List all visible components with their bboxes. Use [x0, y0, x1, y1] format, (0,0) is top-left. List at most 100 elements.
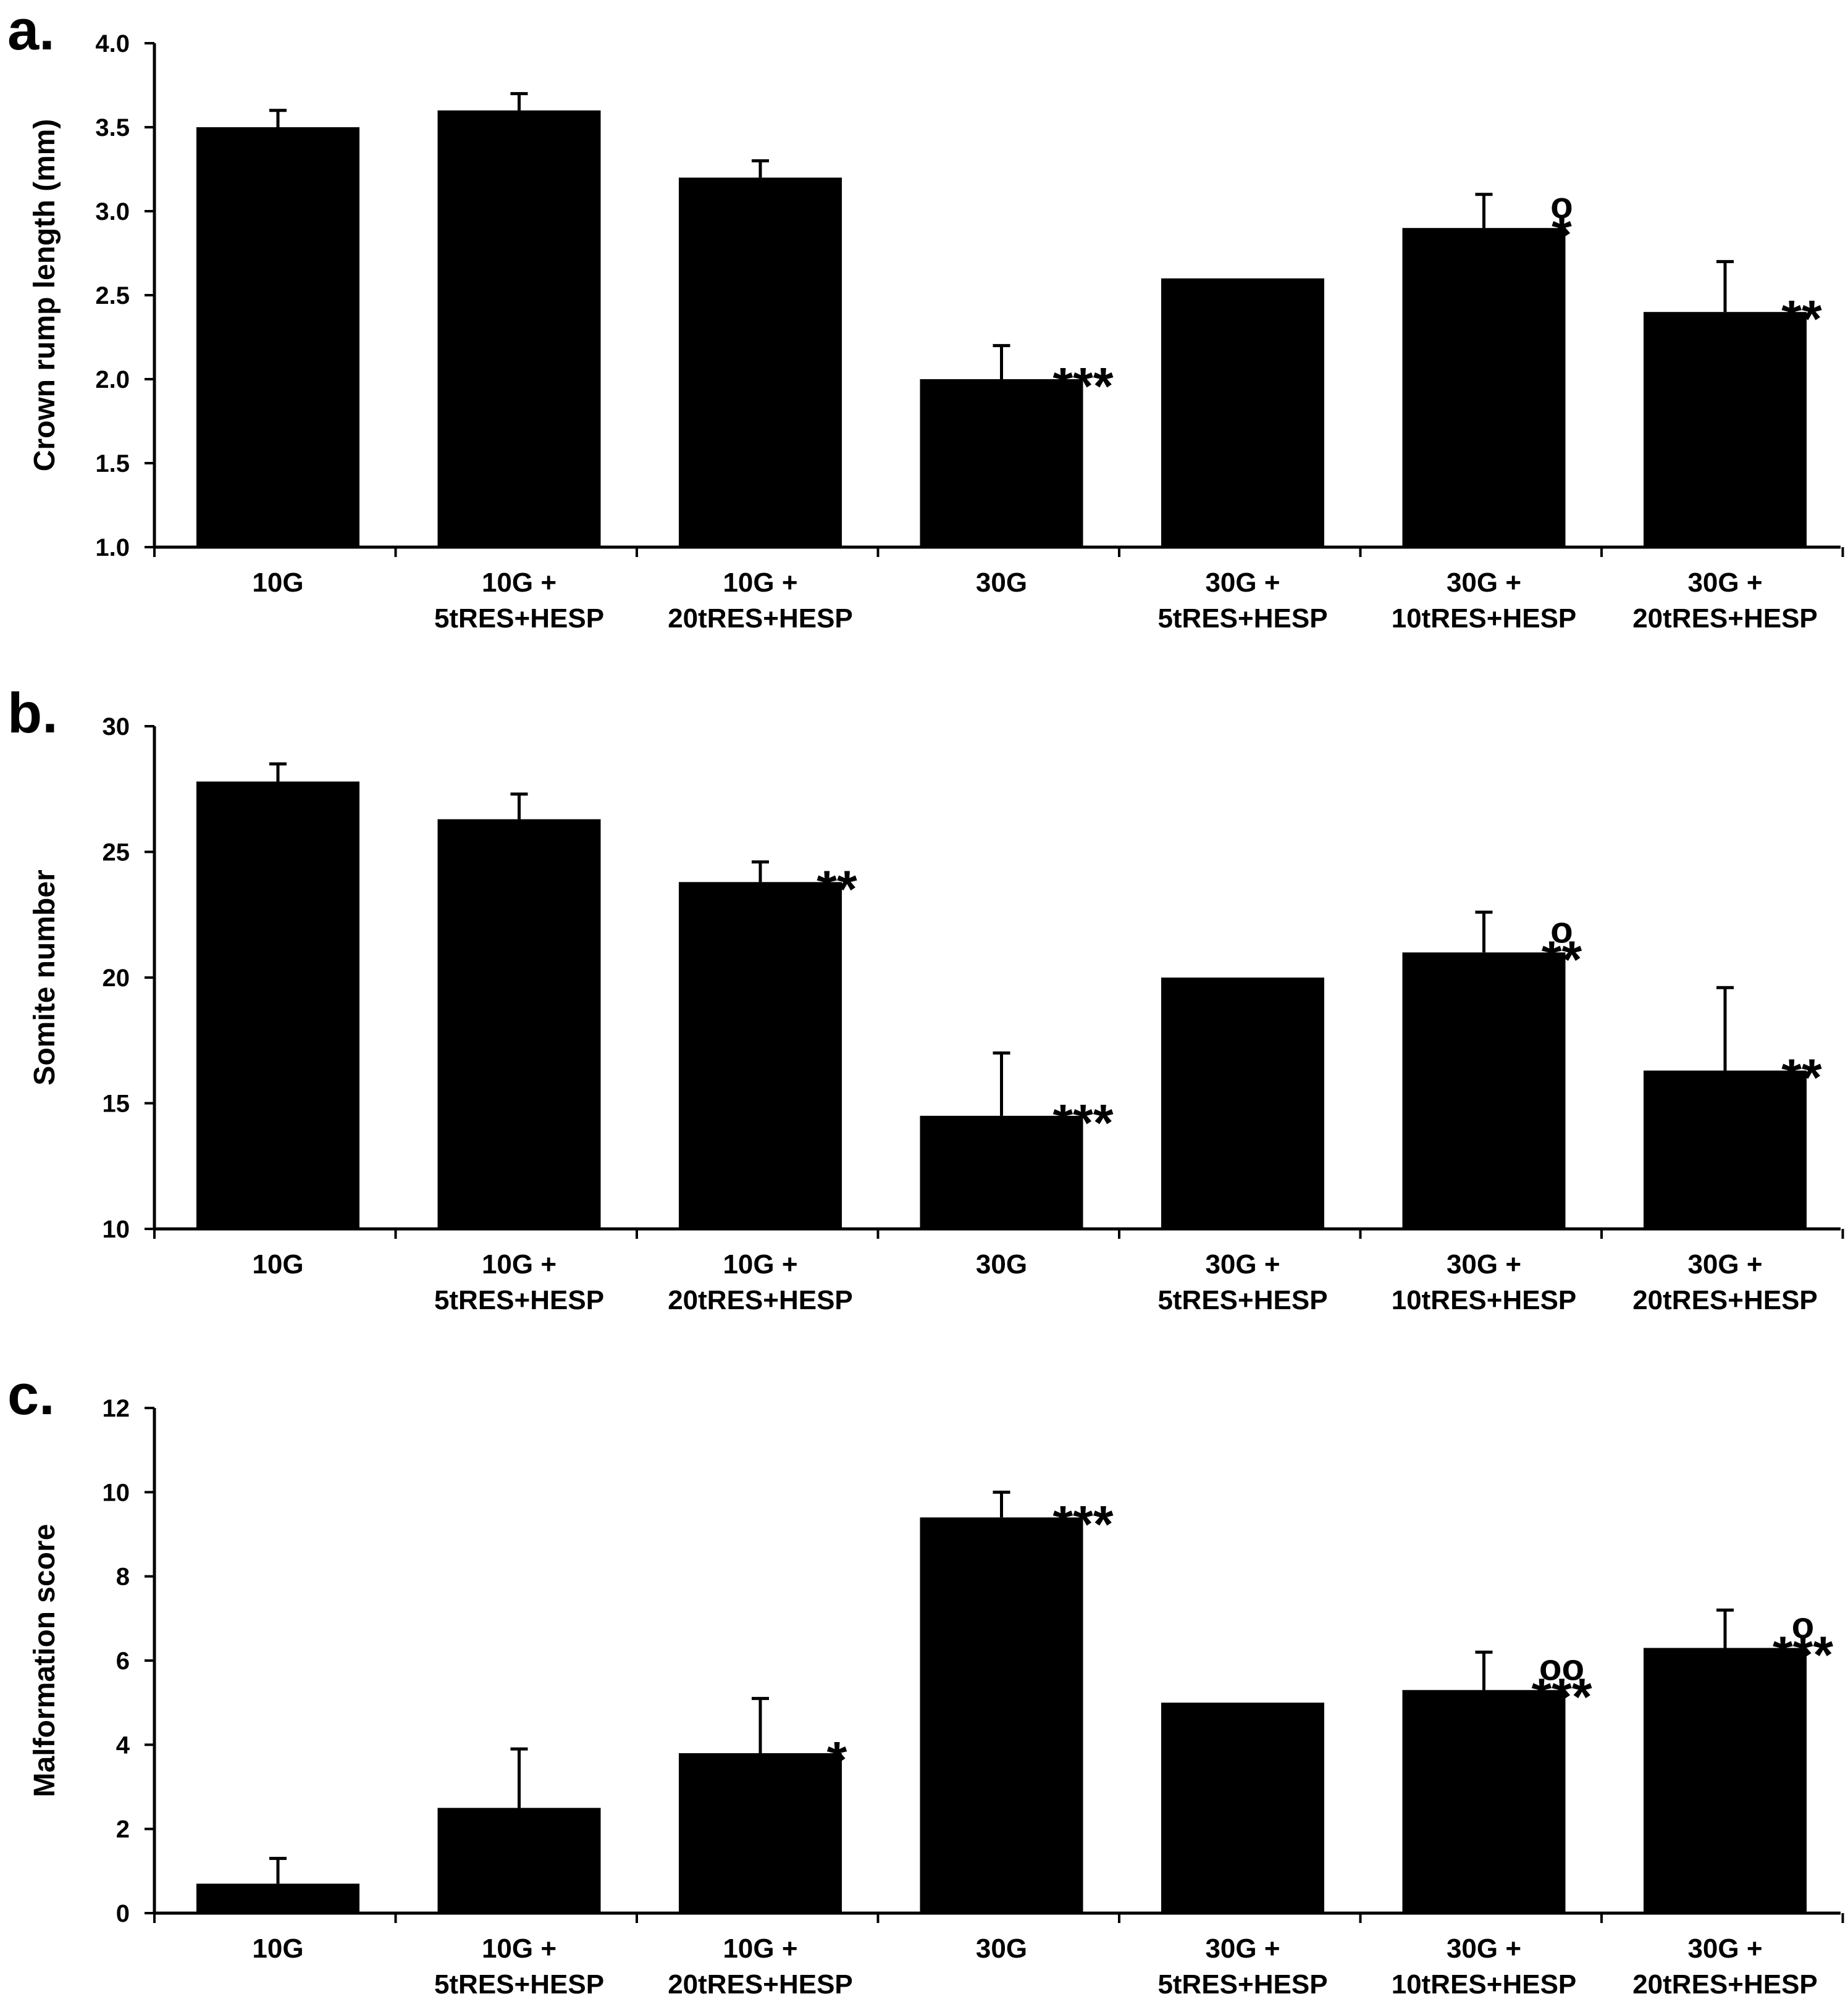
chart-panel-2: b. Somite number 10 15 20 25 30 10G 10G + 5tRES+H… [7, 682, 1844, 1315]
bar [1402, 1690, 1566, 1913]
y-tick-label: 10 [103, 1479, 130, 1506]
y-tick-label: 4.0 [95, 30, 130, 57]
bar [920, 1517, 1083, 1913]
x-tick-label: 10G [252, 1249, 303, 1280]
bar [196, 127, 359, 547]
significance-label: * [827, 1731, 847, 1789]
x-tick-label: 30G [976, 568, 1027, 598]
x-tick-label: 20tRES+HESP [668, 1969, 853, 2000]
y-tick-label: 2.5 [95, 282, 130, 309]
significance-label: *** [1773, 1626, 1833, 1684]
bar [1161, 978, 1324, 1229]
x-tick-label: 10G + [723, 1249, 797, 1280]
significance-label: *** [1531, 1668, 1592, 1726]
significance-label: *** [1052, 1495, 1113, 1553]
x-tick-label: 10tRES+HESP [1392, 1285, 1577, 1315]
x-tick-label: 20tRES+HESP [1632, 1969, 1818, 2000]
x-tick-label: 30G [976, 1934, 1027, 1964]
y-tick-label: 1.5 [95, 450, 130, 477]
significance-label: ** [1781, 290, 1822, 348]
y-tick-label: 8 [116, 1564, 130, 1591]
bar [920, 379, 1083, 547]
significance-label: *** [1052, 1094, 1113, 1152]
x-tick-label: 5tRES+HESP [1157, 1285, 1327, 1315]
x-tick-label: 30G [976, 1249, 1027, 1280]
bar [1402, 952, 1566, 1229]
x-tick-label: 5tRES+HESP [434, 603, 604, 634]
bar [679, 1753, 842, 1913]
y-tick-label: 2 [116, 1816, 130, 1843]
bar [1402, 228, 1566, 547]
panel-letter: a. [7, 0, 55, 62]
significance-label: ** [1781, 1049, 1822, 1107]
x-tick-label: 5tRES+HESP [1157, 603, 1327, 634]
bar [679, 177, 842, 548]
x-tick-label: 30G + [1447, 1249, 1521, 1280]
bar [1644, 1070, 1807, 1229]
x-tick-label: 10G [252, 1934, 303, 1964]
comparison-label: o [1792, 1605, 1815, 1646]
x-tick-label: 10G [252, 568, 303, 598]
x-tick-label: 30G + [1687, 568, 1762, 598]
x-tick-label: 10tRES+HESP [1392, 1969, 1577, 2000]
x-tick-label: 10G + [482, 1249, 556, 1280]
y-tick-label: 0 [116, 1900, 130, 1927]
x-tick-label: 5tRES+HESP [434, 1969, 604, 2000]
significance-label: *** [1052, 357, 1113, 415]
bar [1644, 312, 1807, 547]
x-tick-label: 30G + [1205, 1934, 1280, 1964]
comparison-label: o [1550, 185, 1573, 226]
chart-panel-3: c. Malformation score 0 2 4 6 8 10 12 10G 10G + 5tR… [7, 1364, 1844, 2000]
y-tick-label: 6 [116, 1648, 130, 1675]
y-tick-label: 12 [103, 1395, 130, 1422]
x-tick-label: 10G + [723, 1934, 797, 1964]
x-tick-label: 20tRES+HESP [668, 1285, 853, 1315]
y-tick-label: 30 [103, 713, 130, 740]
comparison-label: oo [1539, 1647, 1584, 1688]
y-tick-label: 15 [103, 1091, 130, 1118]
bar [437, 1808, 601, 1913]
bar [196, 781, 359, 1229]
x-tick-label: 5tRES+HESP [1157, 1969, 1327, 2000]
bar [1161, 278, 1324, 547]
x-tick-label: 10G + [482, 1934, 556, 1964]
bar [920, 1115, 1083, 1229]
bar [437, 819, 601, 1229]
y-tick-label: 25 [103, 839, 130, 866]
x-tick-label: 10tRES+HESP [1392, 603, 1577, 634]
y-tick-label: 3.0 [95, 198, 130, 225]
y-tick-label: 1.0 [95, 534, 130, 561]
x-tick-label: 30G + [1687, 1934, 1762, 1964]
significance-label: ** [1542, 930, 1582, 988]
y-axis-title: Malformation score [28, 1524, 61, 1798]
y-axis-title: Somite number [28, 869, 61, 1085]
x-tick-label: 20tRES+HESP [1632, 603, 1818, 634]
bar [196, 1883, 359, 1913]
y-tick-label: 10 [103, 1216, 130, 1243]
bar [437, 110, 601, 548]
y-tick-label: 20 [103, 965, 130, 992]
panel-letter: b. [7, 682, 58, 745]
x-tick-label: 30G + [1447, 568, 1521, 598]
x-tick-label: 30G + [1447, 1934, 1521, 1964]
y-tick-label: 3.5 [95, 114, 130, 141]
bar [679, 882, 842, 1229]
y-tick-label: 4 [116, 1732, 130, 1759]
comparison-label: o [1550, 909, 1573, 950]
x-tick-label: 30G + [1205, 568, 1280, 598]
x-tick-label: 10G + [723, 568, 797, 598]
bar [1161, 1703, 1324, 1913]
panel-letter: c. [7, 1364, 55, 1427]
x-tick-label: 10G + [482, 568, 556, 598]
significance-label: ** [817, 860, 857, 918]
y-axis-title: Crown rump length (mm) [28, 119, 61, 472]
x-tick-label: 20tRES+HESP [1632, 1285, 1818, 1315]
bar [1644, 1648, 1807, 1913]
y-tick-label: 2.0 [95, 366, 130, 393]
x-tick-label: 5tRES+HESP [434, 1285, 604, 1315]
x-tick-label: 30G + [1205, 1249, 1280, 1280]
x-tick-label: 30G + [1687, 1249, 1762, 1280]
x-tick-label: 20tRES+HESP [668, 603, 853, 634]
chart-panel-1: a. Crown rump length (mm) 1.0 1.5 2.0 2.5 3.0 3… [7, 0, 1844, 634]
